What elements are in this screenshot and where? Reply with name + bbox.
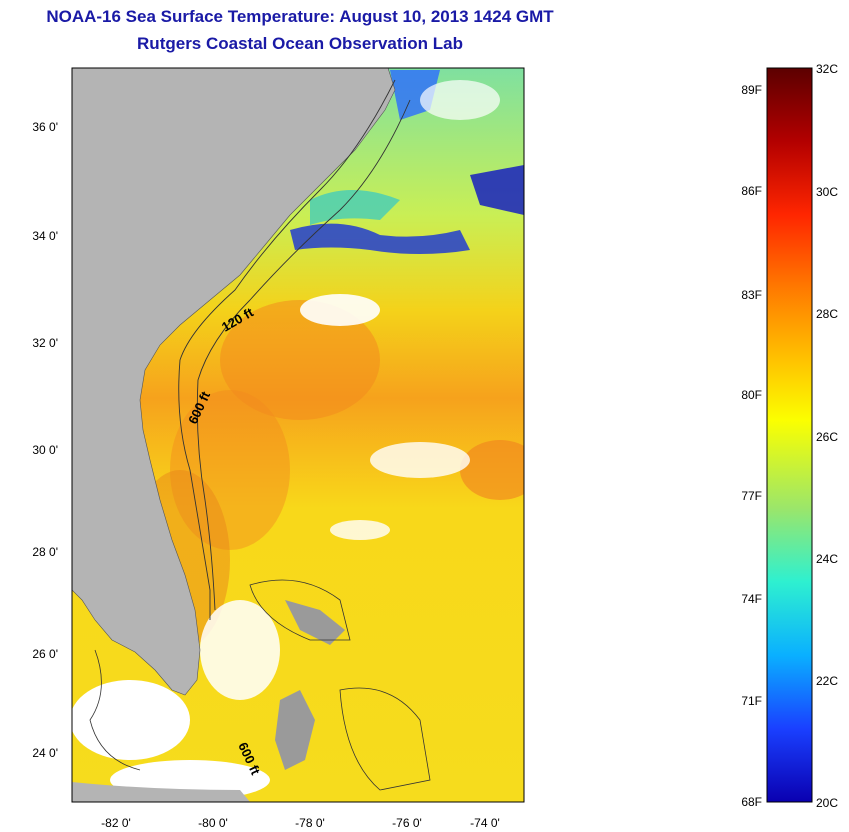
colorbar-c-label: 30C xyxy=(816,185,838,199)
lon-label: -82 0' xyxy=(101,816,131,830)
bahamas-island xyxy=(285,600,345,645)
colorbar-f-label: 71F xyxy=(741,694,762,708)
colorbar-f-label: 77F xyxy=(741,489,762,503)
lat-label: 28 0' xyxy=(32,545,58,559)
lat-label: 36 0' xyxy=(32,120,58,134)
colorbar-f-label: 83F xyxy=(741,288,762,302)
colorbar-f-label: 74F xyxy=(741,592,762,606)
colorbar-c-label: 26C xyxy=(816,430,838,444)
colorbar-f-label: 80F xyxy=(741,388,762,402)
sst-map xyxy=(72,68,524,802)
colorbar-f-label: 86F xyxy=(741,184,762,198)
us-east-coast-land xyxy=(72,68,396,696)
lon-label: -78 0' xyxy=(295,816,325,830)
colorbar-c-label: 32C xyxy=(816,62,838,76)
colorbar-c-label: 28C xyxy=(816,307,838,321)
cuba-land xyxy=(72,782,250,802)
lat-label: 34 0' xyxy=(32,229,58,243)
map-subtitle: Rutgers Coastal Ocean Observation Lab xyxy=(137,34,463,53)
lon-label: -74 0' xyxy=(470,816,500,830)
temperature-colorbar xyxy=(766,67,813,803)
lat-label: 24 0' xyxy=(32,746,58,760)
lat-label: 26 0' xyxy=(32,647,58,661)
colorbar-c-label: 22C xyxy=(816,674,838,688)
lat-label: 32 0' xyxy=(32,336,58,350)
colorbar-f-label: 89F xyxy=(741,83,762,97)
colorbar-c-label: 20C xyxy=(816,796,838,810)
map-title: NOAA-16 Sea Surface Temperature: August … xyxy=(46,7,554,26)
colorbar-c-label: 24C xyxy=(816,552,838,566)
lat-label: 30 0' xyxy=(32,443,58,457)
andros-island xyxy=(275,690,315,770)
colorbar-f-label: 68F xyxy=(741,795,762,809)
lon-label: -76 0' xyxy=(392,816,422,830)
lon-label: -80 0' xyxy=(198,816,228,830)
